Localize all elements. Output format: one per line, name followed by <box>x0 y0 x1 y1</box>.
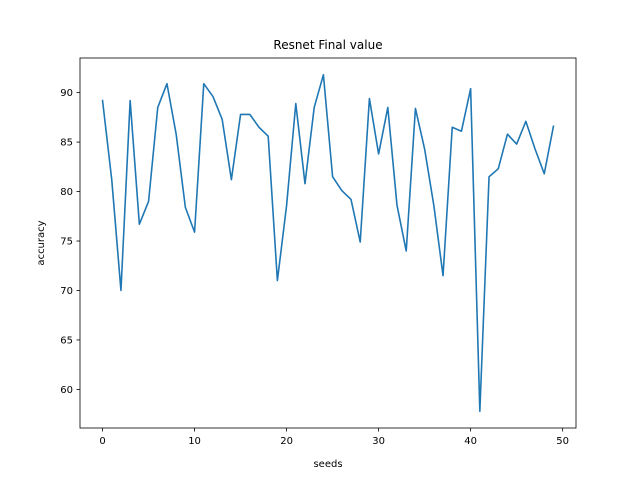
x-tick-label: 20 <box>280 436 293 447</box>
x-tick-label: 50 <box>556 436 569 447</box>
y-axis-ticks: 60 65 70 75 80 85 90 <box>60 88 80 396</box>
x-tick-label: 10 <box>188 436 201 447</box>
y-tick-label: 75 <box>60 237 73 248</box>
x-tick-label: 40 <box>464 436 477 447</box>
y-tick-label: 80 <box>60 187 73 198</box>
x-axis-label: seeds <box>313 459 342 470</box>
y-tick-label: 60 <box>60 385 73 396</box>
x-tick-label: 30 <box>372 436 385 447</box>
y-tick-label: 85 <box>60 138 73 149</box>
y-tick-label: 70 <box>60 286 73 297</box>
y-tick-label: 90 <box>60 88 73 99</box>
y-axis-label: accuracy <box>36 220 47 265</box>
plot-area-frame <box>79 57 577 429</box>
y-tick-label: 65 <box>60 335 73 346</box>
x-axis-ticks: 0 10 20 30 40 50 <box>99 428 569 447</box>
x-tick-label: 0 <box>99 436 105 447</box>
series-line <box>101 74 555 412</box>
chart-title: Resnet Final value <box>273 38 382 52</box>
